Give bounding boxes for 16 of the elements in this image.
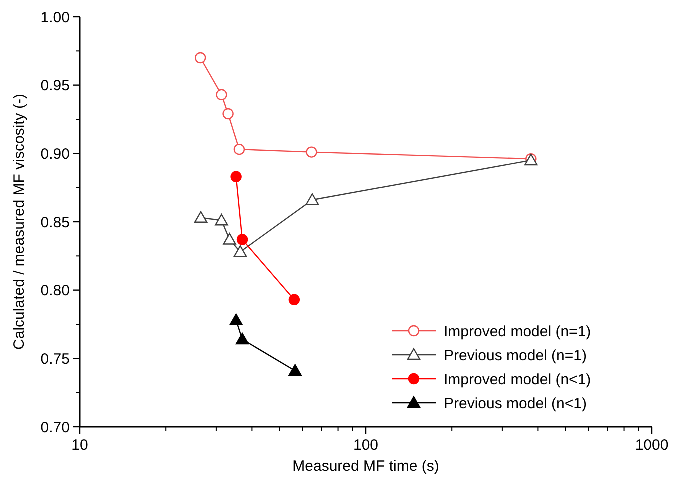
y-tick-label: 0.90	[40, 146, 70, 163]
legend-label: Previous model (n<1)	[444, 395, 587, 412]
y-tick-label: 0.75	[40, 350, 70, 368]
legend-label: Previous model (n=1)	[444, 347, 587, 364]
x-tick-label: 10	[72, 437, 88, 454]
y-tick-label: 0.70	[40, 419, 70, 436]
y-tick-label: 1.00	[40, 9, 70, 26]
y-axis-title: Calculated / measured MF viscosity (-)	[11, 94, 28, 350]
legend-label: Improved model (n<1)	[444, 371, 592, 388]
legend-label: Improved model (n=1)	[444, 323, 592, 340]
y-tick-label: 0.80	[40, 282, 70, 300]
x-axis-title: Measured MF time (s)	[292, 458, 440, 475]
x-tick-label: 1000	[635, 437, 669, 454]
y-tick-label: 0.95	[40, 78, 70, 95]
x-tick-label: 100	[353, 437, 379, 454]
y-tick-label: 0.85	[40, 214, 70, 232]
